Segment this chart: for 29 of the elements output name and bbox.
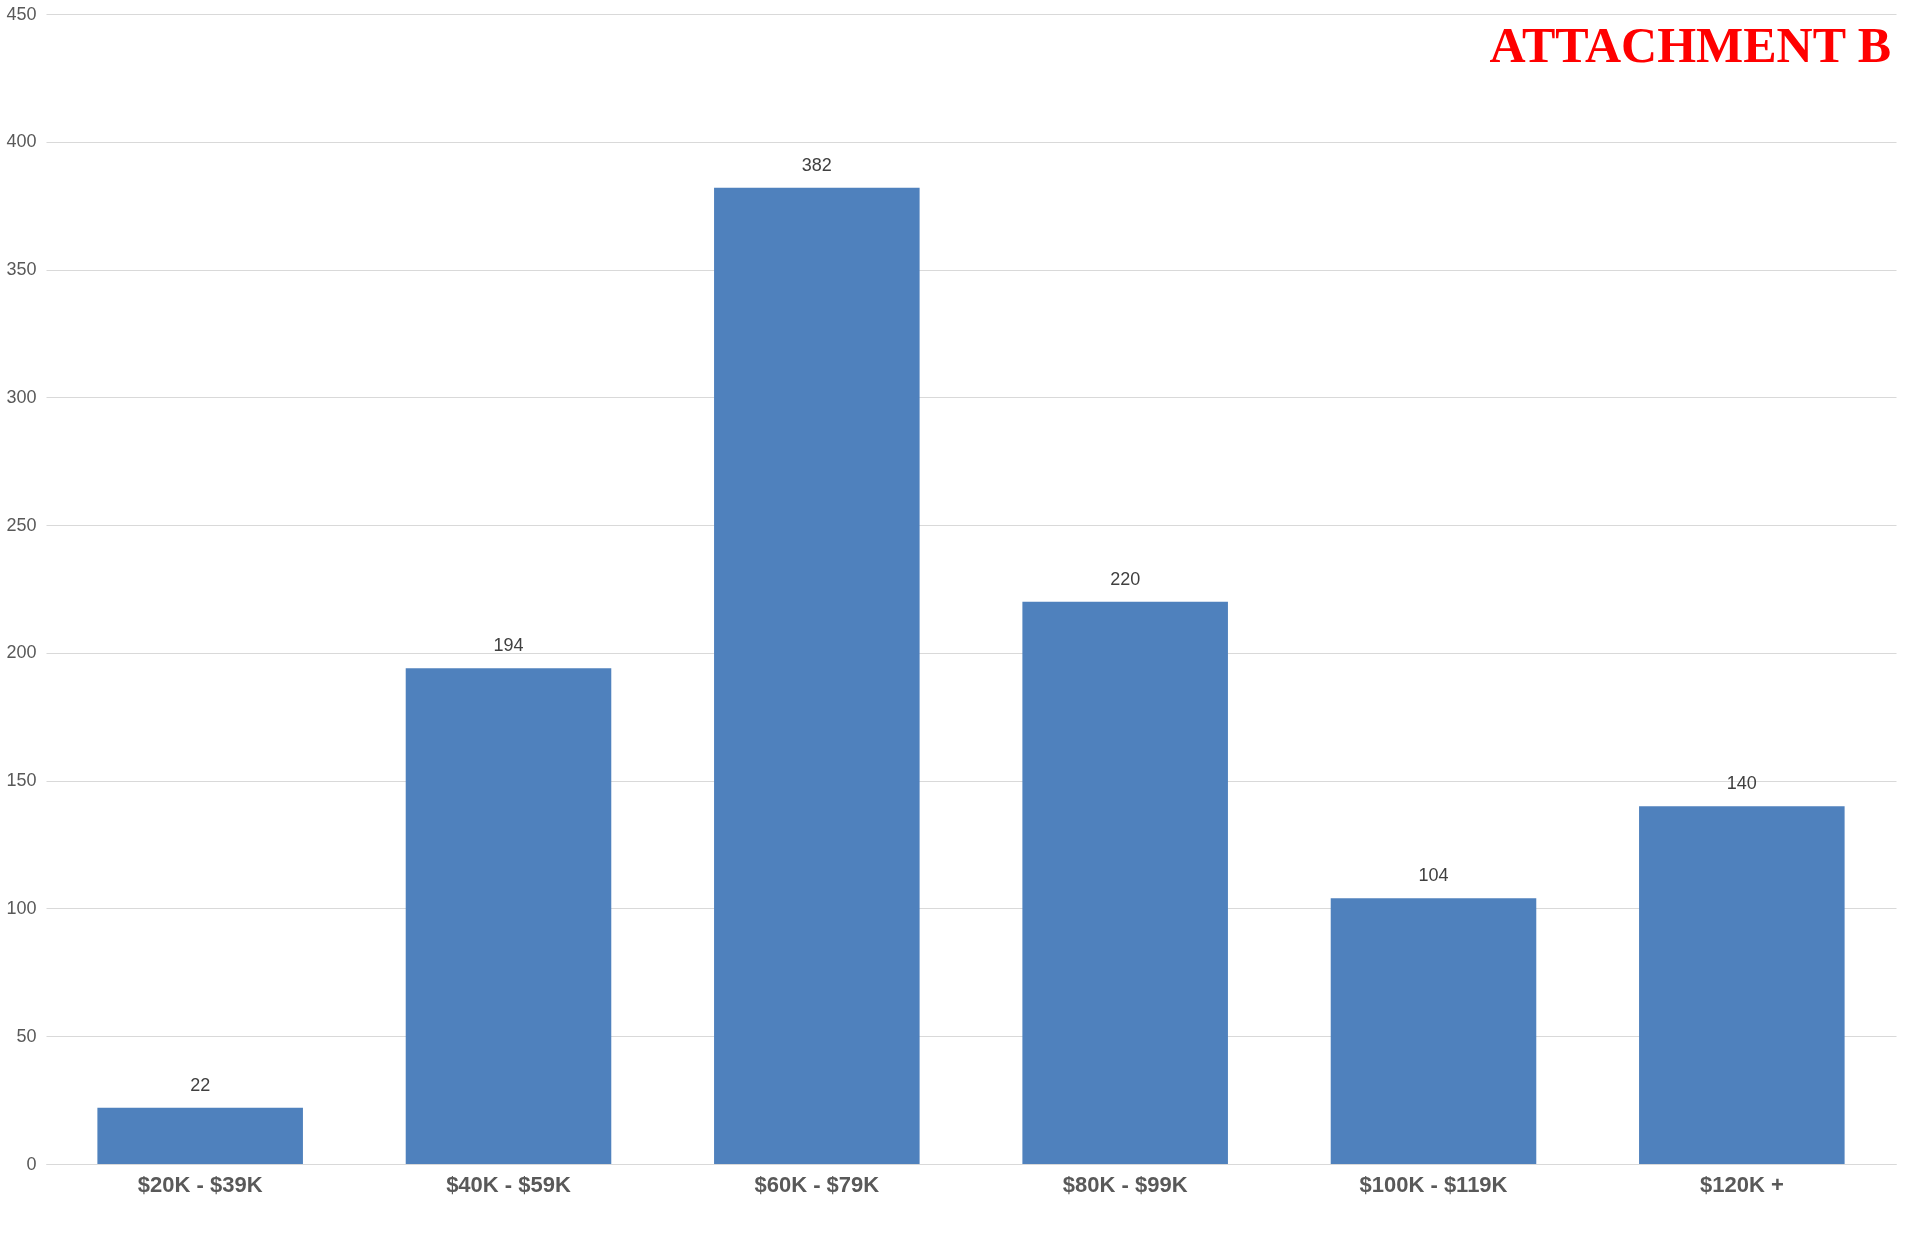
bar: [1022, 601, 1228, 1164]
bar: [1639, 806, 1845, 1164]
y-tick-label: 400: [6, 131, 37, 152]
bar: [1330, 898, 1537, 1164]
x-tick-label: $60K - $79K: [754, 1171, 880, 1197]
y-tick-label: 450: [6, 3, 37, 24]
y-tick-label: 300: [6, 386, 37, 407]
bar: [405, 668, 612, 1164]
y-tick-label: 350: [6, 259, 37, 280]
x-tick-label: $120K +: [1699, 1171, 1784, 1197]
data-label: 104: [1418, 865, 1449, 886]
x-tick-label: $80K - $99K: [1062, 1171, 1188, 1197]
y-tick-label: 0: [26, 1153, 37, 1174]
data-label: 22: [190, 1074, 211, 1095]
y-tick-label: 200: [6, 642, 37, 663]
bar: [97, 1107, 303, 1164]
y-tick-label: 50: [16, 1025, 37, 1046]
x-tick-label: $20K - $39K: [137, 1171, 263, 1197]
y-tick-label: 100: [6, 897, 37, 918]
chart-title: ATTACHMENT B: [1489, 17, 1891, 73]
x-tick-label: $100K - $119K: [1359, 1171, 1508, 1197]
data-label: 194: [493, 635, 524, 656]
bar: [714, 187, 920, 1164]
data-label: 382: [801, 154, 832, 175]
x-tick-label: $40K - $59K: [446, 1171, 571, 1197]
y-tick-label: 250: [6, 514, 37, 535]
data-label: 220: [1110, 568, 1141, 589]
y-tick-label: 150: [6, 770, 37, 791]
data-label: 140: [1726, 773, 1757, 794]
